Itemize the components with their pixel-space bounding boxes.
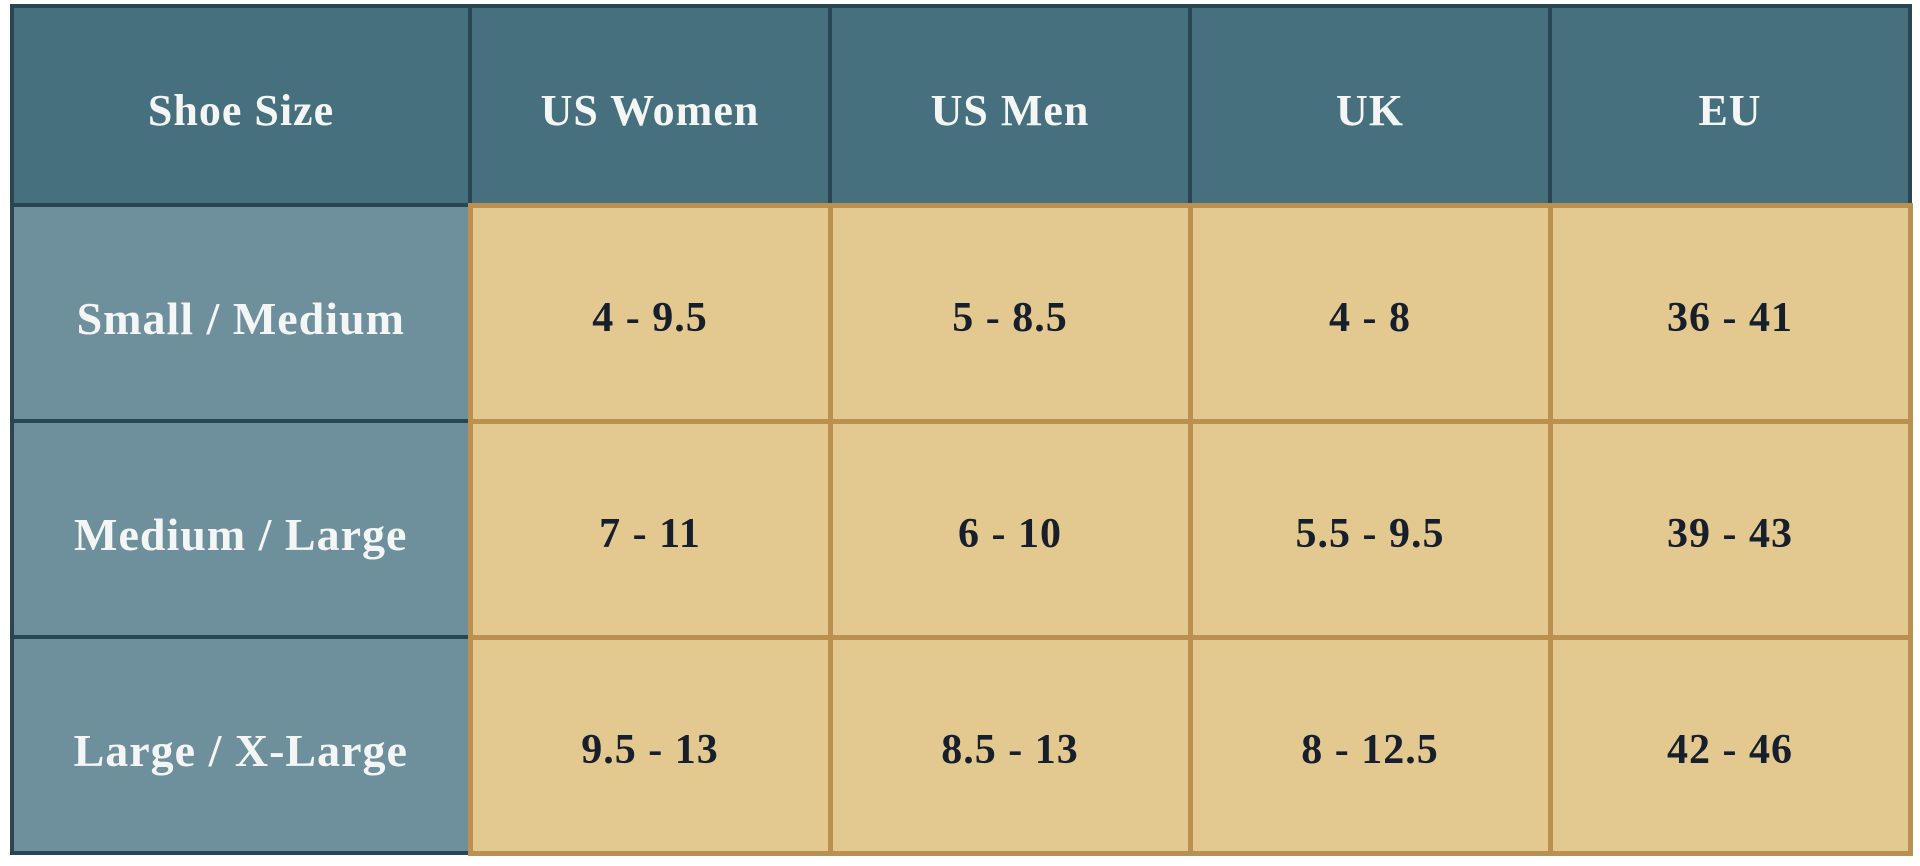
table-row-small-medium: Small / Medium 4 - 9.5 5 - 8.5 4 - 8 36 …: [10, 202, 1913, 424]
cell-medium-large-us-women: 7 - 11: [467, 418, 833, 640]
row-label-large-xlarge: Large / X-Large: [10, 635, 472, 855]
row-label-small-medium: Small / Medium: [10, 203, 472, 423]
row-label-medium-large: Medium / Large: [10, 419, 472, 639]
cell-small-medium-us-men: 5 - 8.5: [827, 202, 1193, 424]
cell-small-medium-us-women: 4 - 9.5: [467, 202, 833, 424]
col-header-uk: UK: [1188, 4, 1552, 207]
size-conversion-table: Shoe Size US Women US Men UK EU Small / …: [10, 4, 1913, 856]
col-header-us-women: US Women: [468, 4, 832, 207]
cell-large-xlarge-uk: 8 - 12.5: [1187, 634, 1553, 856]
cell-medium-large-uk: 5.5 - 9.5: [1187, 418, 1553, 640]
col-header-shoe-size: Shoe Size: [10, 4, 472, 207]
col-header-us-men: US Men: [828, 4, 1192, 207]
cell-medium-large-us-men: 6 - 10: [827, 418, 1193, 640]
cell-large-xlarge-eu: 42 - 46: [1547, 634, 1913, 856]
cell-medium-large-eu: 39 - 43: [1547, 418, 1913, 640]
cell-small-medium-eu: 36 - 41: [1547, 202, 1913, 424]
cell-large-xlarge-us-men: 8.5 - 13: [827, 634, 1193, 856]
table-row-medium-large: Medium / Large 7 - 11 6 - 10 5.5 - 9.5 3…: [10, 418, 1913, 640]
col-header-eu: EU: [1548, 4, 1912, 207]
header-row: Shoe Size US Women US Men UK EU: [10, 4, 1912, 207]
cell-small-medium-uk: 4 - 8: [1187, 202, 1553, 424]
cell-large-xlarge-us-women: 9.5 - 13: [467, 634, 833, 856]
shoe-size-conversion-chart: Shoe Size US Women US Men UK EU Small / …: [10, 4, 1913, 856]
table-row-large-xlarge: Large / X-Large 9.5 - 13 8.5 - 13 8 - 12…: [10, 634, 1913, 856]
